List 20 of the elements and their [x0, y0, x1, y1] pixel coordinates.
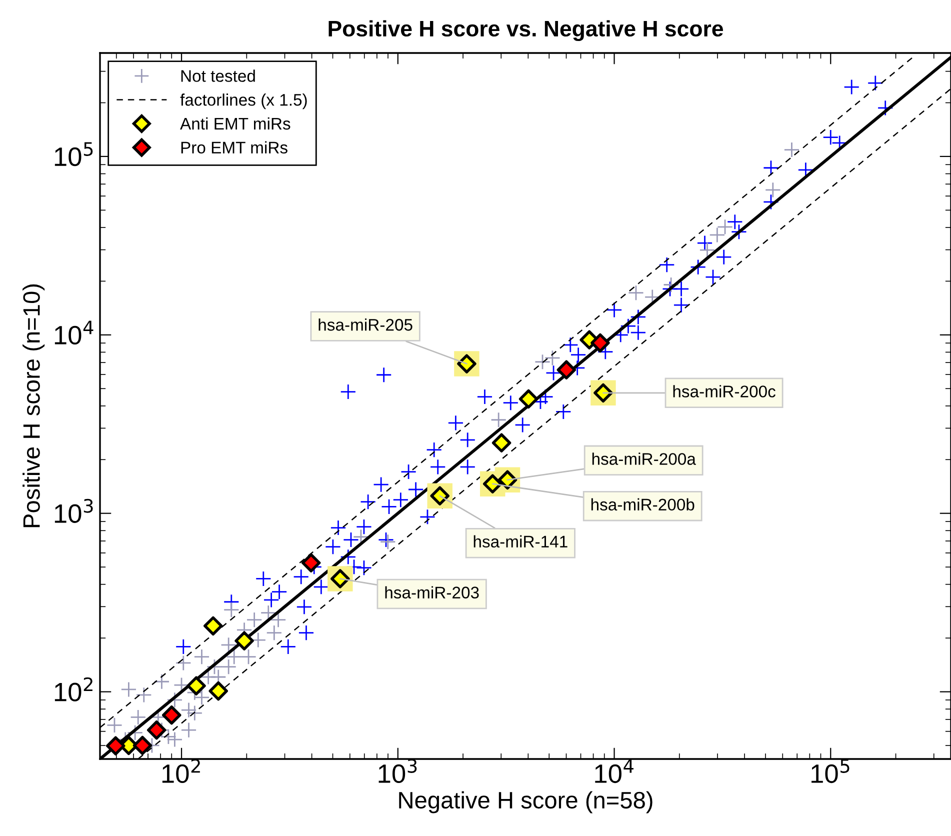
y-tick-label: 10$^{2}$	[54, 677, 92, 702]
annotation: hsa-miR-200c	[673, 385, 776, 398]
x-axis-title: Negative H score (n=58)	[399, 791, 652, 814]
legend-label: Anti EMT miRs	[180, 117, 290, 130]
chart-title: Positive H score vs. Negative H score	[328, 20, 723, 42]
y-tick-label: 10$^{3}$	[54, 498, 93, 523]
annotation: hsa-miR-203	[385, 586, 479, 598]
annotation: hsa-miR-205	[318, 318, 412, 331]
annotation: hsa-miR-141	[474, 535, 568, 548]
x-tick-label: 10$^{2}$	[162, 758, 200, 784]
annotation: hsa-miR-200a	[592, 452, 696, 465]
x-tick-label: 10$^{3}$	[378, 758, 417, 784]
x-tick-label: 10$^{4}$	[595, 759, 634, 784]
y-tick-label: 10$^{5}$	[54, 142, 93, 166]
y-axis-title: Positive H score (n=10)	[22, 284, 45, 528]
legend-label: Pro EMT miRs	[181, 141, 288, 154]
legend-label: Not tested	[181, 70, 255, 82]
legend-label: factorlines (x 1.5)	[180, 94, 307, 110]
y-tick-label: 10$^{4}$	[54, 320, 94, 345]
annotation: hsa-miR-200b	[591, 498, 694, 511]
